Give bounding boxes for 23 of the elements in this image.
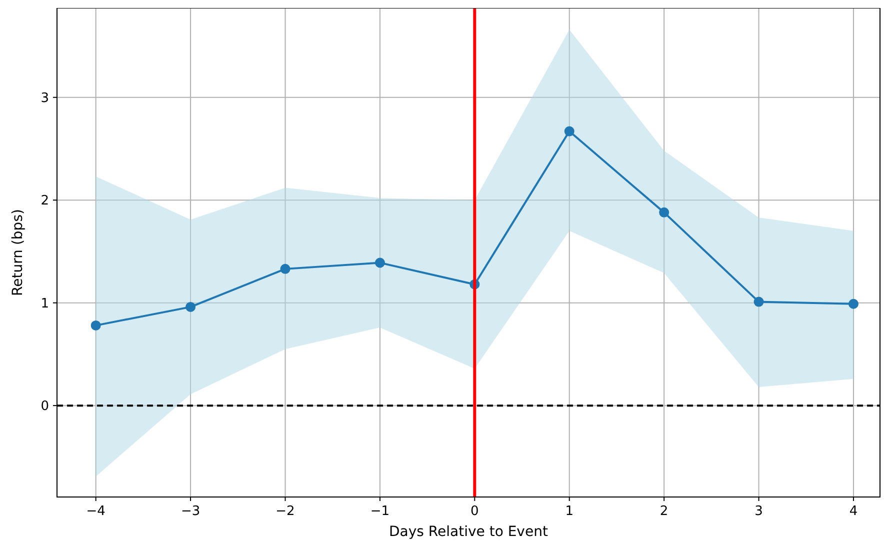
point [186, 302, 196, 312]
x-tick-label: −1 [370, 504, 390, 519]
x-tick-label: 0 [470, 504, 479, 519]
y-tick-label: 3 [40, 90, 49, 106]
x-axis-title: Days Relative to Event [389, 524, 548, 540]
point [659, 207, 670, 218]
point [564, 126, 574, 136]
y-tick-label: 1 [40, 296, 49, 312]
x-tick-label: −4 [86, 504, 106, 519]
y-axis-title: Return (bps) [10, 209, 26, 296]
point [848, 298, 858, 309]
x-tick-label: 4 [849, 504, 858, 519]
x-tick-label: −3 [180, 504, 200, 519]
point [280, 264, 290, 274]
point [374, 258, 385, 268]
x-tick-label: −2 [276, 504, 295, 519]
y-tick-label: 2 [40, 194, 49, 209]
y-tick-label: 0 [40, 399, 49, 414]
x-tick-label: 2 [660, 504, 668, 519]
point [90, 320, 101, 330]
point [754, 296, 764, 307]
x-tick-label: 1 [565, 504, 574, 519]
x-tick-label: 3 [754, 504, 763, 519]
